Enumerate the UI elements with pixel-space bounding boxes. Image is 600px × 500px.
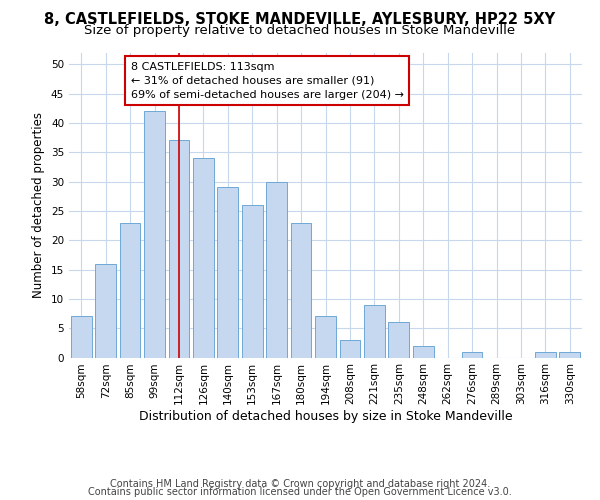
Bar xyxy=(119,222,140,358)
Bar xyxy=(340,340,361,357)
Bar xyxy=(388,322,409,358)
Bar xyxy=(364,304,385,358)
Bar xyxy=(144,111,165,358)
Bar xyxy=(217,188,238,358)
Bar xyxy=(95,264,116,358)
Text: 8 CASTLEFIELDS: 113sqm
← 31% of detached houses are smaller (91)
69% of semi-det: 8 CASTLEFIELDS: 113sqm ← 31% of detached… xyxy=(131,62,404,100)
Y-axis label: Number of detached properties: Number of detached properties xyxy=(32,112,46,298)
Bar xyxy=(242,205,263,358)
Bar xyxy=(461,352,482,358)
Bar xyxy=(169,140,190,358)
Bar xyxy=(535,352,556,358)
Bar xyxy=(193,158,214,358)
Text: 8, CASTLEFIELDS, STOKE MANDEVILLE, AYLESBURY, HP22 5XY: 8, CASTLEFIELDS, STOKE MANDEVILLE, AYLES… xyxy=(44,12,556,28)
Bar xyxy=(315,316,336,358)
Text: Contains HM Land Registry data © Crown copyright and database right 2024.: Contains HM Land Registry data © Crown c… xyxy=(110,479,490,489)
Bar xyxy=(559,352,580,358)
Bar xyxy=(290,222,311,358)
Bar xyxy=(71,316,92,358)
Bar xyxy=(413,346,434,358)
X-axis label: Distribution of detached houses by size in Stoke Mandeville: Distribution of detached houses by size … xyxy=(139,410,512,423)
Text: Contains public sector information licensed under the Open Government Licence v3: Contains public sector information licen… xyxy=(88,487,512,497)
Bar xyxy=(266,182,287,358)
Text: Size of property relative to detached houses in Stoke Mandeville: Size of property relative to detached ho… xyxy=(85,24,515,37)
